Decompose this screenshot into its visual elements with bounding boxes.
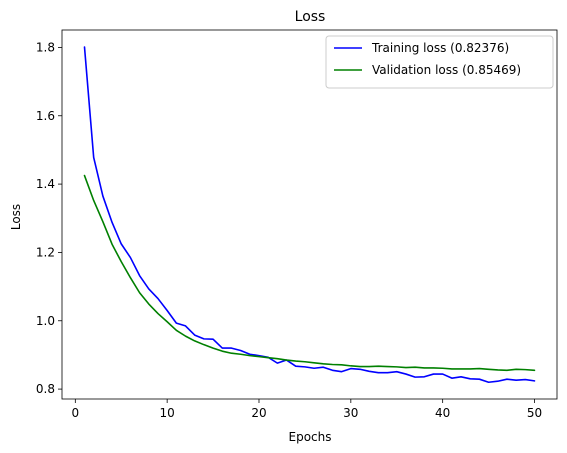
ticks-group: 0 10 20 30 40 50 0.8 1.0 1.2 1.4 1.6 1.8	[36, 40, 542, 420]
y-tick-label-2: 1.2	[36, 245, 55, 259]
x-tick-label-4: 40	[435, 406, 450, 420]
plot-frame	[61, 29, 558, 400]
x-tick-label-5: 50	[527, 406, 542, 420]
legend-training-label: Training loss (0.82376)	[371, 41, 509, 55]
training-loss-line	[83, 46, 536, 384]
validation-loss-line	[83, 174, 536, 372]
x-tick-label-2: 20	[251, 406, 266, 420]
x-tick-label-0: 0	[71, 406, 79, 420]
y-tick-label-3: 1.4	[36, 177, 55, 191]
y-tick-label-4: 1.6	[36, 109, 55, 123]
y-axis-label: Loss	[9, 204, 23, 230]
y-tick-label-1: 1.0	[36, 314, 55, 328]
x-axis-label: Epochs	[289, 430, 332, 444]
series-group	[83, 46, 536, 384]
x-tick-label-3: 30	[343, 406, 358, 420]
chart-title: Loss	[295, 9, 326, 25]
y-tick-label-5: 1.8	[36, 40, 55, 54]
y-tick-label-0: 0.8	[36, 382, 55, 396]
legend: Training loss (0.82376) Validation loss …	[325, 35, 554, 89]
x-tick-label-1: 10	[160, 406, 175, 420]
legend-validation-label: Validation loss (0.85469)	[372, 63, 521, 77]
legend-box	[325, 35, 554, 89]
